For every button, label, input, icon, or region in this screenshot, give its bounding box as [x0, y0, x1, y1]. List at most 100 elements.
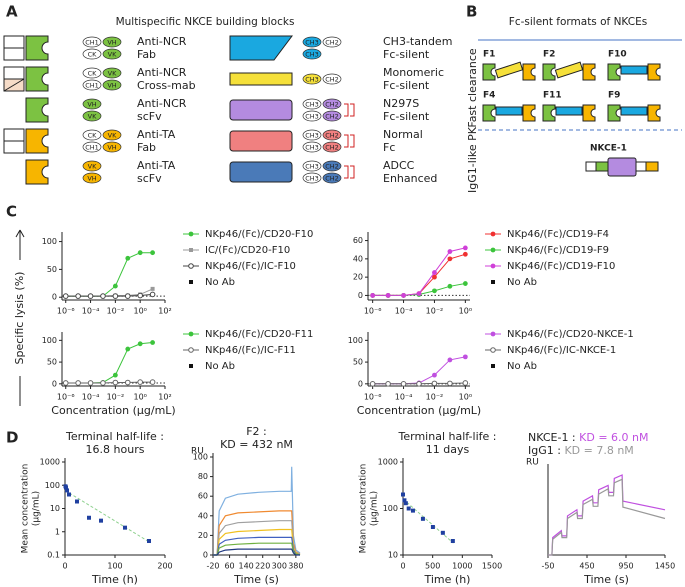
- part: [494, 61, 524, 79]
- x-tick-label: 0: [400, 562, 405, 571]
- data-point: [137, 379, 143, 385]
- domain-oval: [302, 98, 322, 110]
- annotation: IgG1 : KD = 7.8 nM: [528, 444, 634, 457]
- domain-oval: [302, 129, 322, 141]
- data-point: [432, 372, 437, 378]
- x-tick-label: 10⁰: [459, 307, 472, 316]
- block-label: Fc-silent: [383, 110, 430, 123]
- block-label: Anti-NCR: [137, 35, 187, 48]
- format-label: F1: [483, 50, 495, 60]
- y-tick-label: 1000: [378, 458, 398, 467]
- binder-shape: [25, 159, 49, 185]
- legend-marker: [490, 331, 496, 337]
- x-tick-label: 10⁰: [133, 307, 146, 316]
- x-axis-label: Concentration (µg/mL): [357, 404, 481, 417]
- part: [554, 61, 584, 79]
- y-tick-label: 0.1: [47, 551, 60, 560]
- y-tick-label: 0: [358, 291, 363, 300]
- block-label: N297S: [383, 97, 419, 110]
- chart-title: Terminal half-life :: [65, 430, 164, 443]
- domain-label: CH3: [305, 101, 319, 109]
- domain-oval: [82, 160, 102, 172]
- x-tick-label: 10⁻²: [107, 307, 125, 316]
- panel-letter: A: [6, 3, 18, 21]
- y-axis-label: Mean concentration: [359, 464, 369, 554]
- part: [607, 104, 621, 122]
- chart-title: KD = 432 nM: [220, 438, 293, 451]
- legend-marker: [490, 231, 496, 237]
- y-tick-label: 100: [45, 481, 60, 490]
- legend-marker: [490, 247, 496, 253]
- part: [582, 104, 596, 122]
- data-point: [75, 293, 81, 299]
- data-point: [149, 379, 156, 385]
- domain-oval: [322, 73, 342, 85]
- block-label: Anti-TA: [137, 159, 176, 172]
- data-point: [432, 270, 437, 275]
- data-point: [432, 274, 437, 280]
- domain-label: CH3: [305, 175, 319, 183]
- domain-label: CH2: [325, 163, 339, 171]
- fc-shape: [229, 35, 293, 61]
- x-tick-label: 10⁻⁶: [57, 307, 75, 316]
- format-label: F2: [543, 50, 555, 60]
- series-line: [213, 536, 301, 556]
- legend-label: NKp46/(Fc)/IC-F11: [205, 345, 296, 356]
- data-point: [87, 515, 91, 520]
- row-label: IgG1-like PK: [466, 126, 479, 193]
- y-tick-label: 50: [47, 358, 57, 367]
- panel-letter: B: [466, 3, 477, 21]
- data-point: [462, 281, 468, 286]
- block-label: Fab: [137, 48, 156, 61]
- block-label: Fc-silent: [383, 79, 430, 92]
- x-tick-label: 200: [157, 562, 172, 571]
- domain-oval: [102, 67, 122, 79]
- domain-label: CH1: [85, 82, 99, 90]
- data-point: [100, 293, 106, 299]
- data-point: [62, 380, 69, 386]
- domain-label: CH3: [305, 76, 319, 84]
- domain-oval: [322, 160, 342, 172]
- block-label: Enhanced: [383, 172, 437, 185]
- domain-label: VH: [87, 101, 96, 109]
- series-line: [65, 342, 153, 384]
- domain-box: [3, 66, 25, 80]
- y-tick-label: 100: [383, 504, 398, 513]
- y-tick-label: 100: [348, 336, 363, 345]
- domain-label: CH3: [305, 132, 319, 140]
- data-point: [402, 498, 407, 503]
- y-tick-label: 1: [55, 527, 60, 536]
- domain-oval: [322, 98, 342, 110]
- domain-oval: [302, 73, 322, 85]
- data-point: [447, 256, 453, 262]
- block-label: Monomeric: [383, 66, 444, 79]
- chart-title: Terminal half-life :: [398, 430, 497, 443]
- x-tick-label: -50: [541, 562, 554, 571]
- domain-label: VK: [108, 51, 117, 59]
- legend-marker: [490, 347, 496, 353]
- domain-label: VH: [87, 175, 96, 183]
- series-line: [548, 478, 666, 556]
- domain-label: CH3: [305, 144, 319, 152]
- series-line: [65, 252, 153, 297]
- chart-title: 11 days: [426, 443, 470, 456]
- block-label: Fc-silent: [383, 48, 430, 61]
- domain-oval: [322, 36, 342, 48]
- part: [620, 65, 648, 75]
- data-point: [87, 380, 94, 386]
- x-tick-label: 220: [255, 562, 270, 571]
- domain-oval: [302, 36, 322, 48]
- data-point: [440, 530, 445, 535]
- legend-label: NKp46/(Fc)/CD19-F9: [507, 245, 609, 256]
- block-label: Anti-NCR: [137, 66, 187, 79]
- data-point: [416, 291, 422, 296]
- x-tick-label: 10⁻⁶: [57, 393, 75, 402]
- data-point: [124, 379, 131, 386]
- block-label: Anti-NCR: [137, 97, 187, 110]
- domain-label: CH3: [305, 51, 319, 59]
- legend-label: NKp46/(Fc)/CD19-F4: [507, 229, 609, 240]
- y-tick-label: 0: [52, 379, 57, 388]
- data-point: [430, 525, 435, 530]
- data-point: [125, 346, 131, 352]
- y-tick-label: 50: [47, 265, 57, 274]
